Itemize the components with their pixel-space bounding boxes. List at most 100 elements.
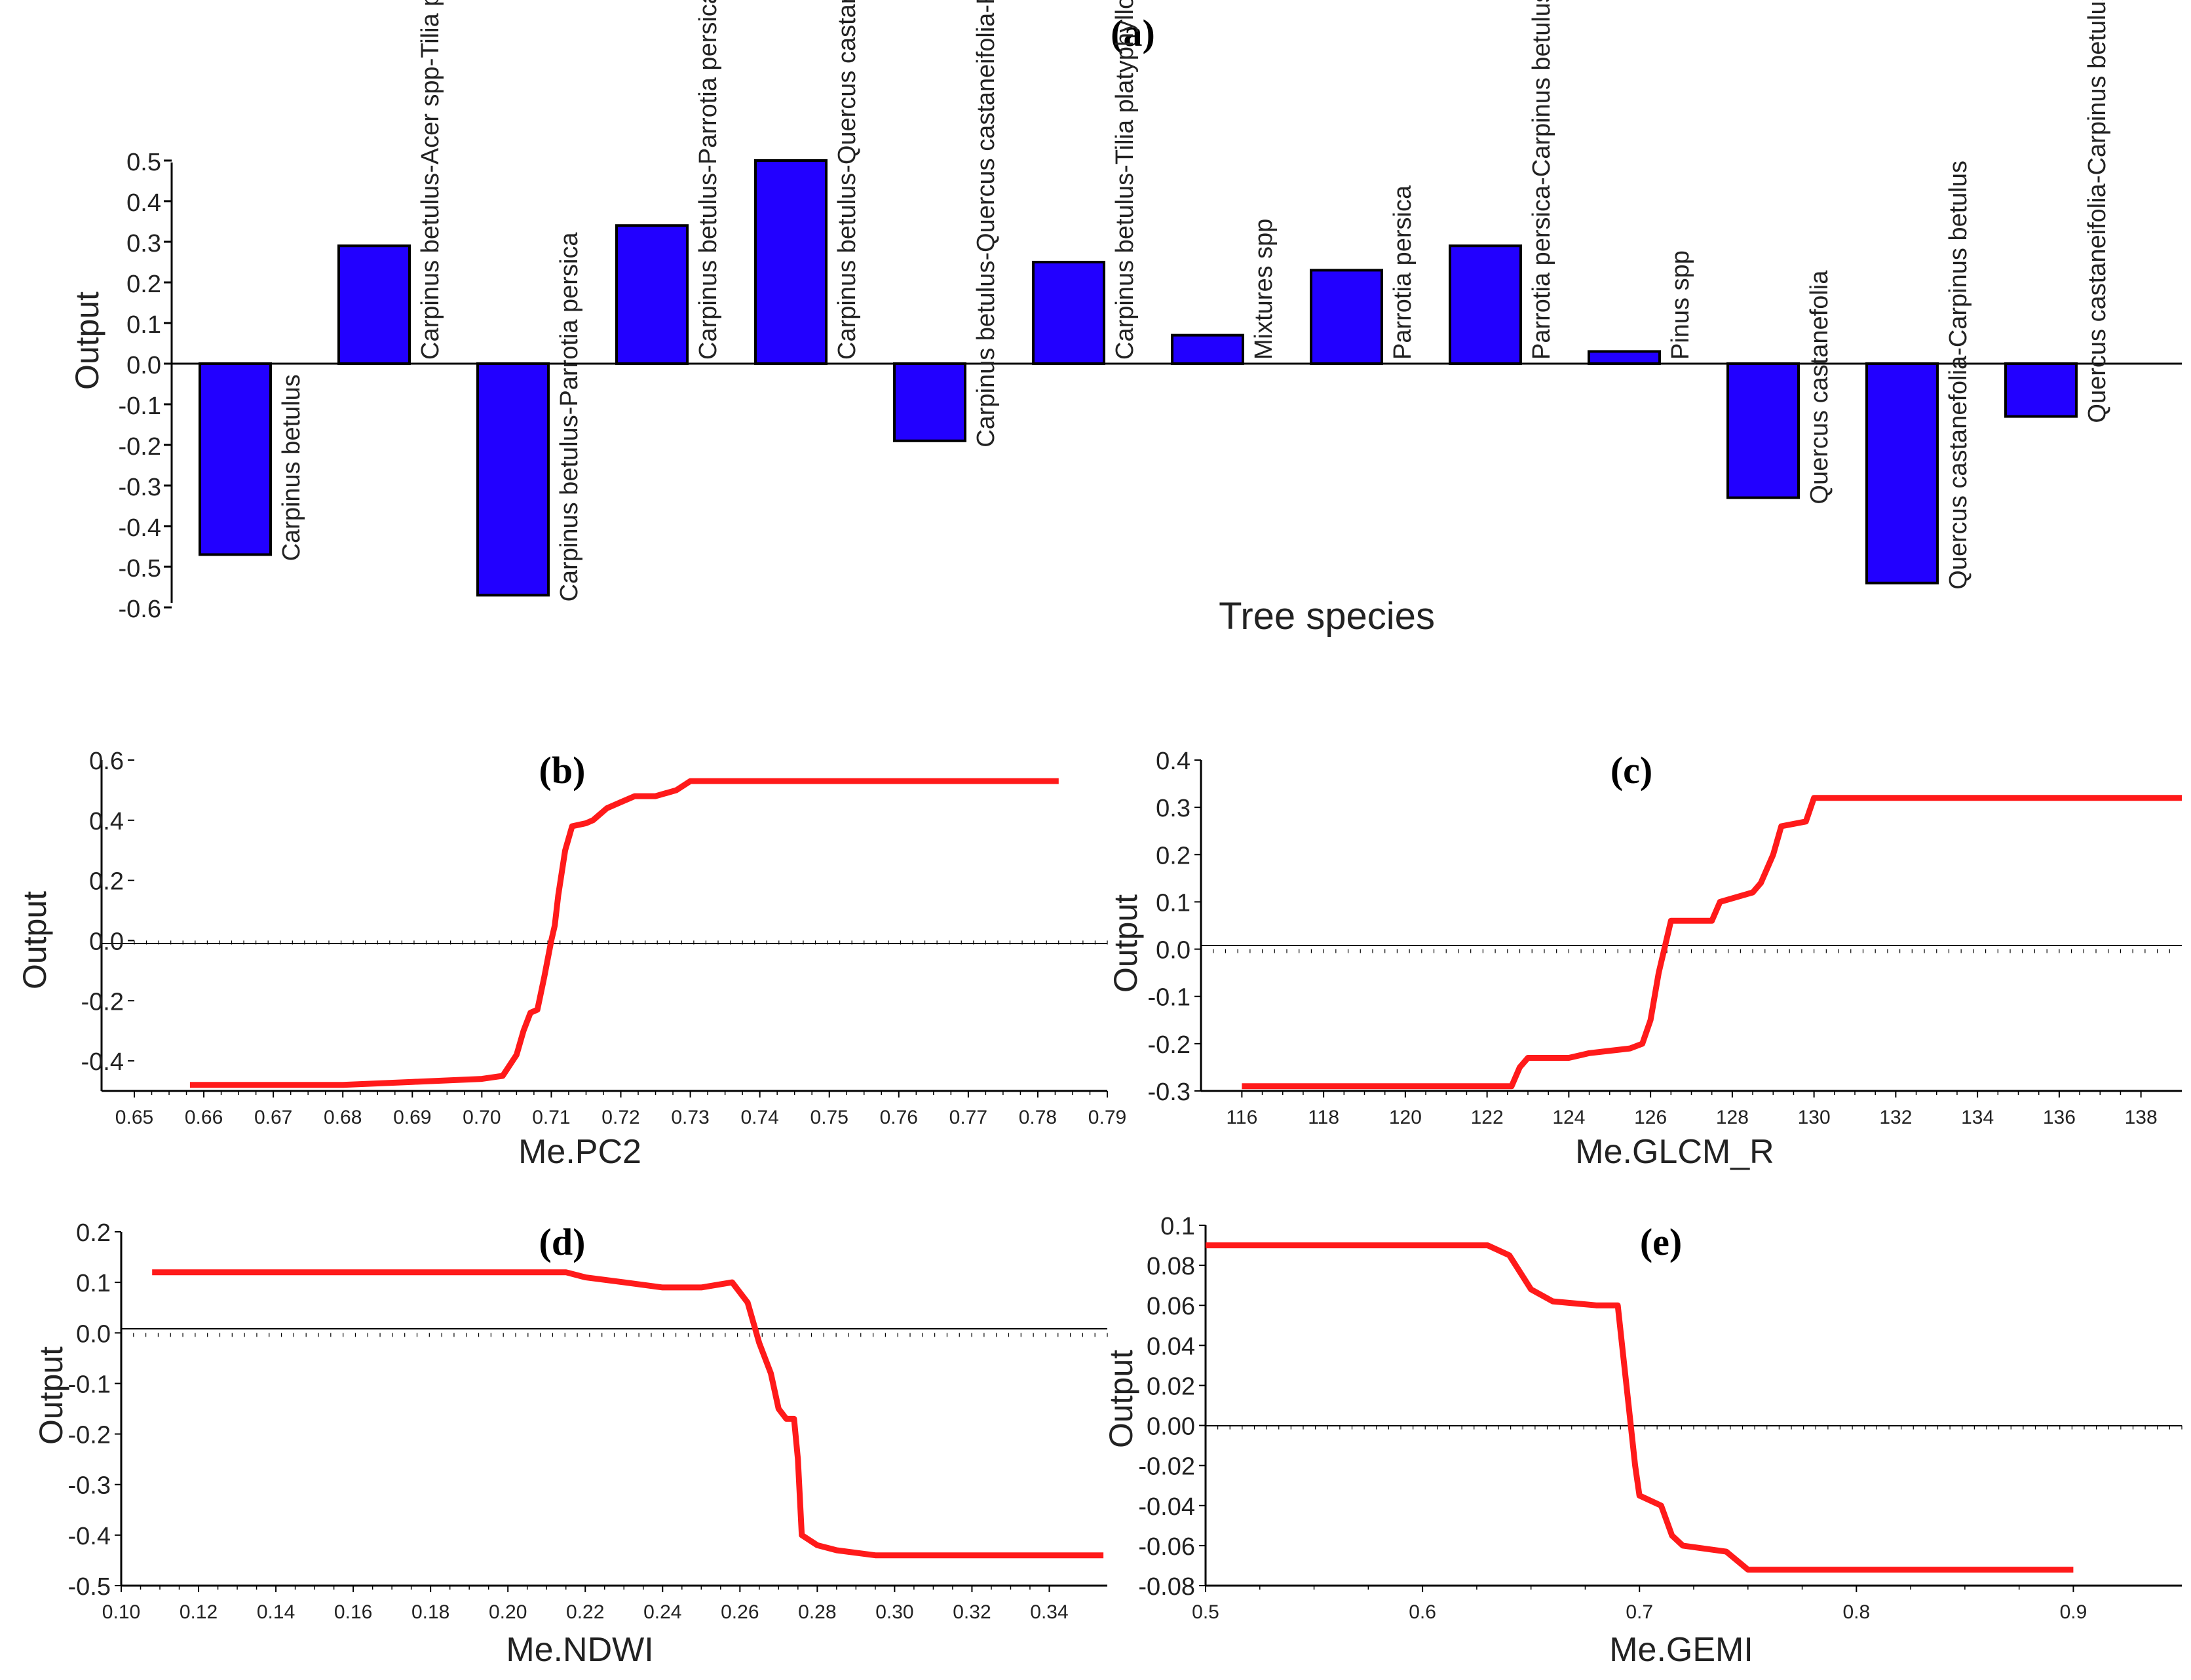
chart-d-x-tick-label: 0.30	[875, 1601, 913, 1623]
chart-a-category-label: Quercus castanefolia	[1806, 270, 1833, 505]
chart-d-y-tick-label: -0.4	[68, 1523, 111, 1550]
chart-a-bar	[1865, 362, 1939, 584]
chart-a-bar	[1588, 350, 1661, 366]
chart-c-x-tick-label: 116	[1226, 1107, 1257, 1128]
chart-e-x-tick-label: 0.5	[1192, 1601, 1219, 1623]
chart-c-me-glcm-r: (c) Output Me.GLCM_R 116 118 120 122 124 126 1…	[1107, 748, 2182, 1171]
chart-a-category-label: Carpinus betulus-Quercus castaneifolia-P…	[972, 0, 1000, 448]
chart-a-bar	[199, 362, 272, 556]
chart-e-y-tick-label: 0.06	[1147, 1293, 1195, 1320]
chart-a-bar	[1449, 244, 1522, 366]
chart-c-x-tick-label: 126	[1634, 1107, 1667, 1128]
chart-e-y-tick-label: 0.04	[1147, 1333, 1195, 1360]
chart-b-y-label: Output	[16, 891, 53, 989]
chart-b-x-tick-label: 0.71	[532, 1107, 570, 1128]
chart-a-y-tick-label: 0.5	[126, 149, 161, 176]
chart-d-y-tick-label: -0.3	[68, 1472, 111, 1500]
chart-e-y-label: Output	[1103, 1350, 1139, 1448]
chart-d-me-ndwi: (d) Output Me.NDWI 0.10 0.12 0.14 0.16 0.18 0…	[33, 1219, 1108, 1669]
chart-a-bar	[1726, 362, 1800, 499]
chart-a-y-tick-label: 0.2	[126, 271, 161, 298]
chart-a-category-label: Carpinus betulus-Parrotia persica-Quercu…	[695, 0, 722, 360]
chart-e-y-tick-label: 0.02	[1147, 1373, 1195, 1400]
chart-e-x-tick-label: 0.8	[1842, 1601, 1870, 1623]
chart-c-y-label: Output	[1107, 894, 1144, 993]
chart-a-y-tick-label: 0.4	[126, 189, 161, 217]
chart-a-category-label: Carpinus betulus-Tilia platyphyllos-Parr…	[1111, 0, 1139, 360]
chart-e-y-tick-label: -0.06	[1138, 1533, 1195, 1561]
chart-d-x-tick-label: 0.26	[721, 1601, 759, 1623]
chart-d-x-tick-label: 0.16	[334, 1601, 372, 1623]
chart-d-y-tick-label: -0.1	[68, 1371, 111, 1398]
chart-a-y-tick-label: -0.3	[119, 474, 161, 501]
chart-a-y-tick-label: -0.1	[119, 392, 161, 420]
chart-a-category-label: Quercus castaneifolia-Carpinus betulus-P…	[2084, 0, 2111, 423]
chart-d-x-tick-label: 0.24	[643, 1601, 681, 1623]
chart-d-x-label: Me.NDWI	[506, 1631, 653, 1669]
chart-c-y-tick-label: 0.2	[1156, 842, 1191, 869]
chart-d-x-tick-label: 0.22	[566, 1601, 604, 1623]
chart-b-y-tick-label: 0.6	[89, 748, 124, 775]
chart-a-category-label: Carpinus betulus	[278, 374, 305, 561]
chart-d-y-tick-label: 0.2	[76, 1219, 111, 1247]
chart-a-bar	[893, 362, 966, 442]
chart-d-series-line	[152, 1269, 1104, 1559]
chart-c-y-tick-label: -0.2	[1148, 1031, 1191, 1059]
chart-b-x-tick-label: 0.68	[324, 1107, 362, 1128]
chart-a-category-label: Parrotia persica	[1389, 185, 1417, 360]
chart-a-tree-species: (a) Output Tree species 0.5 0.4 0.3 0.2 0.1 0…	[69, 0, 2182, 638]
chart-e-x-label: Me.GEMI	[1609, 1631, 1753, 1669]
chart-d-y-tick-label: 0.1	[76, 1270, 111, 1297]
chart-a-category-label: Carpinus betulus-Parrotia persica	[556, 232, 583, 602]
chart-b-series-line	[189, 778, 1059, 1088]
chart-c-x-label: Me.GLCM_R	[1575, 1133, 1774, 1171]
chart-d-y-tick-label: 0.0	[76, 1320, 111, 1348]
chart-c-x-tick-label: 134	[1961, 1107, 1994, 1128]
chart-c-x-tick-label: 118	[1308, 1107, 1339, 1128]
chart-b-y-tick-label: -0.4	[81, 1048, 124, 1076]
chart-a-bar	[476, 362, 550, 597]
chart-a-panel-letter: (a)	[1111, 12, 1155, 54]
chart-b-x-tick-label: 0.78	[1019, 1107, 1057, 1128]
chart-e-y-tick-label: 0.1	[1160, 1213, 1195, 1240]
chart-b-x-tick-label: 0.73	[671, 1107, 709, 1128]
chart-e-x-tick-label: 0.6	[1409, 1601, 1436, 1623]
chart-b-x-tick-label: 0.74	[740, 1107, 778, 1128]
chart-a-category-label: Carpinus betulus-Quercus castanefolia	[833, 0, 861, 360]
chart-e-panel-letter: (e)	[1640, 1221, 1682, 1263]
chart-b-x-tick-label: 0.75	[810, 1107, 848, 1128]
chart-a-y-tick-label: -0.4	[119, 514, 161, 542]
chart-d-y-label: Output	[33, 1346, 69, 1445]
chart-e-series-line	[1206, 1242, 2074, 1573]
chart-a-category-label: Carpinus betulus-Acer spp-Tilia platyphy…	[417, 0, 444, 360]
chart-c-x-tick-label: 122	[1471, 1107, 1504, 1128]
chart-a-category-label: Quercus castanefolia-Carpinus betulus	[1945, 161, 1972, 590]
chart-a-y-tick-label: -0.6	[119, 596, 161, 623]
chart-d-x-tick-label: 0.14	[257, 1601, 295, 1623]
chart-b-x-tick-label: 0.69	[393, 1107, 431, 1128]
chart-c-x-tick-label: 136	[2043, 1107, 2076, 1128]
chart-a-bar	[2004, 362, 2078, 418]
chart-a-bar	[615, 224, 689, 366]
chart-e-x-tick-label: 0.9	[2060, 1601, 2087, 1623]
chart-e-y-tick-label: 0.08	[1147, 1253, 1195, 1280]
chart-a-category-label: Mixtures spp	[1250, 219, 1278, 360]
chart-d-x-tick-label: 0.18	[411, 1601, 449, 1623]
chart-a-y-tick-label: 0.3	[126, 230, 161, 258]
chart-d-x-tick-label: 0.34	[1030, 1601, 1068, 1623]
chart-c-y-tick-label: -0.3	[1148, 1079, 1191, 1106]
chart-e-y-tick-label: -0.08	[1138, 1573, 1195, 1601]
chart-b-x-tick-label: 0.72	[601, 1107, 639, 1128]
chart-b-x-tick-label: 0.76	[880, 1107, 918, 1128]
chart-b-x-tick-label: 0.77	[949, 1107, 987, 1128]
chart-b-y-tick-label: 0.0	[89, 928, 124, 955]
chart-c-x-tick-label: 130	[1798, 1107, 1831, 1128]
chart-a-category-label: Pinus spp	[1667, 250, 1694, 360]
chart-c-y-tick-label: 0.0	[1156, 937, 1191, 964]
chart-a-bar	[1032, 261, 1105, 365]
chart-c-x-tick-label: 128	[1716, 1107, 1749, 1128]
chart-d-y-tick-label: -0.5	[68, 1573, 111, 1601]
chart-b-x-tick-label: 0.67	[254, 1107, 292, 1128]
chart-c-x-tick-label: 132	[1879, 1107, 1912, 1128]
chart-e-me-gemi: (e) Output Me.GEMI 0.5 0.6 0.7 0.8 0.9 0.1 0.0…	[1103, 1213, 2182, 1669]
